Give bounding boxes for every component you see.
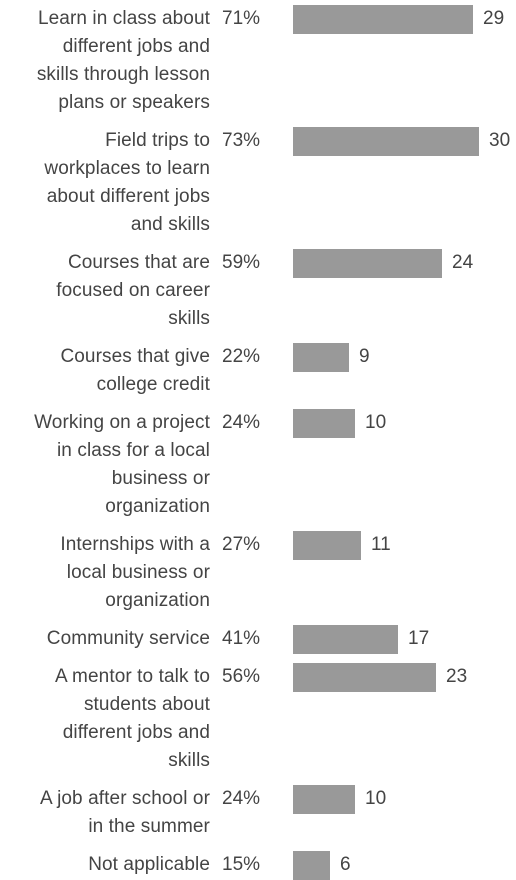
- category-label: A mentor to talk to students about differe…: [0, 663, 210, 775]
- bar: [293, 531, 361, 560]
- category-label-line: A mentor to talk to: [54, 666, 210, 687]
- value-label: 9: [359, 346, 370, 367]
- category-label-line: Field trips to: [105, 130, 210, 151]
- bar: [293, 343, 349, 372]
- percent-label: 24%: [222, 788, 261, 809]
- category-label-line: Courses that give: [60, 346, 210, 367]
- bar: [293, 5, 473, 34]
- bar: [293, 249, 442, 278]
- category-label-line: business or: [111, 468, 210, 489]
- category-label-line: local business or: [66, 562, 210, 583]
- category-label-line: skills: [168, 308, 210, 329]
- percent-label: 24%: [222, 412, 261, 433]
- value-label: 10: [365, 788, 387, 809]
- category-label-line: organization: [105, 590, 210, 611]
- value-label: 10: [365, 412, 387, 433]
- category-label-line: Not applicable: [88, 854, 210, 875]
- category-label: Field trips to workplaces to learn about d…: [0, 127, 210, 239]
- bar: [293, 409, 355, 438]
- category-label-line: in class for a local: [56, 440, 210, 461]
- category-label-line: skills: [168, 750, 210, 771]
- percent-label: 56%: [222, 666, 261, 687]
- category-label: Learn in class about different jobs and sk…: [0, 5, 210, 117]
- percent-label: 71%: [222, 8, 261, 29]
- category-label-line: Internships with a: [60, 534, 210, 555]
- percent-label: 15%: [222, 854, 261, 875]
- category-label: Courses that give college credit: [0, 343, 210, 399]
- category-label-line: about different jobs: [46, 186, 210, 207]
- category-label-line: Courses that are: [67, 252, 210, 273]
- percent-label: 73%: [222, 130, 261, 151]
- value-label: 24: [452, 252, 474, 273]
- percent-label: 22%: [222, 346, 261, 367]
- bar: [293, 127, 479, 156]
- value-label: 29: [483, 8, 505, 29]
- category-label: Community service: [0, 625, 210, 653]
- category-label-line: skills through lesson: [36, 64, 210, 85]
- category-label-line: A job after school or: [39, 788, 210, 809]
- category-label-line: different jobs and: [62, 36, 210, 57]
- category-label-line: in the summer: [88, 816, 210, 837]
- category-label-line: college credit: [96, 374, 210, 395]
- category-label-line: focused on career: [56, 280, 210, 301]
- category-label-line: Learn in class about: [37, 8, 210, 29]
- category-label-line: and skills: [130, 214, 210, 235]
- category-label-line: Working on a project: [34, 412, 210, 433]
- percent-label: 27%: [222, 534, 261, 555]
- category-label-line: plans or speakers: [58, 92, 210, 113]
- bar: [293, 785, 355, 814]
- category-label: Not applicable: [0, 851, 210, 879]
- category-label-line: students about: [83, 694, 210, 715]
- value-label: 6: [340, 854, 351, 875]
- category-label-line: workplaces to learn: [44, 158, 210, 179]
- category-label: Internships with a local business or organ…: [0, 531, 210, 615]
- bar: [293, 663, 436, 692]
- category-label: Courses that are focused on career skills: [0, 249, 210, 333]
- bar: [293, 625, 398, 654]
- value-label: 23: [446, 666, 468, 687]
- value-label: 17: [408, 628, 430, 649]
- category-label-line: different jobs and: [62, 722, 210, 743]
- category-label-line: Community service: [46, 628, 210, 649]
- bar: [293, 851, 330, 880]
- value-label: 30: [489, 130, 511, 151]
- percent-label: 59%: [222, 252, 261, 273]
- category-label: Working on a project in class for a local…: [0, 409, 210, 521]
- category-label: A job after school or in the summer: [0, 785, 210, 841]
- percent-label: 41%: [222, 628, 261, 649]
- value-label: 11: [371, 534, 391, 555]
- category-label-line: organization: [105, 496, 210, 517]
